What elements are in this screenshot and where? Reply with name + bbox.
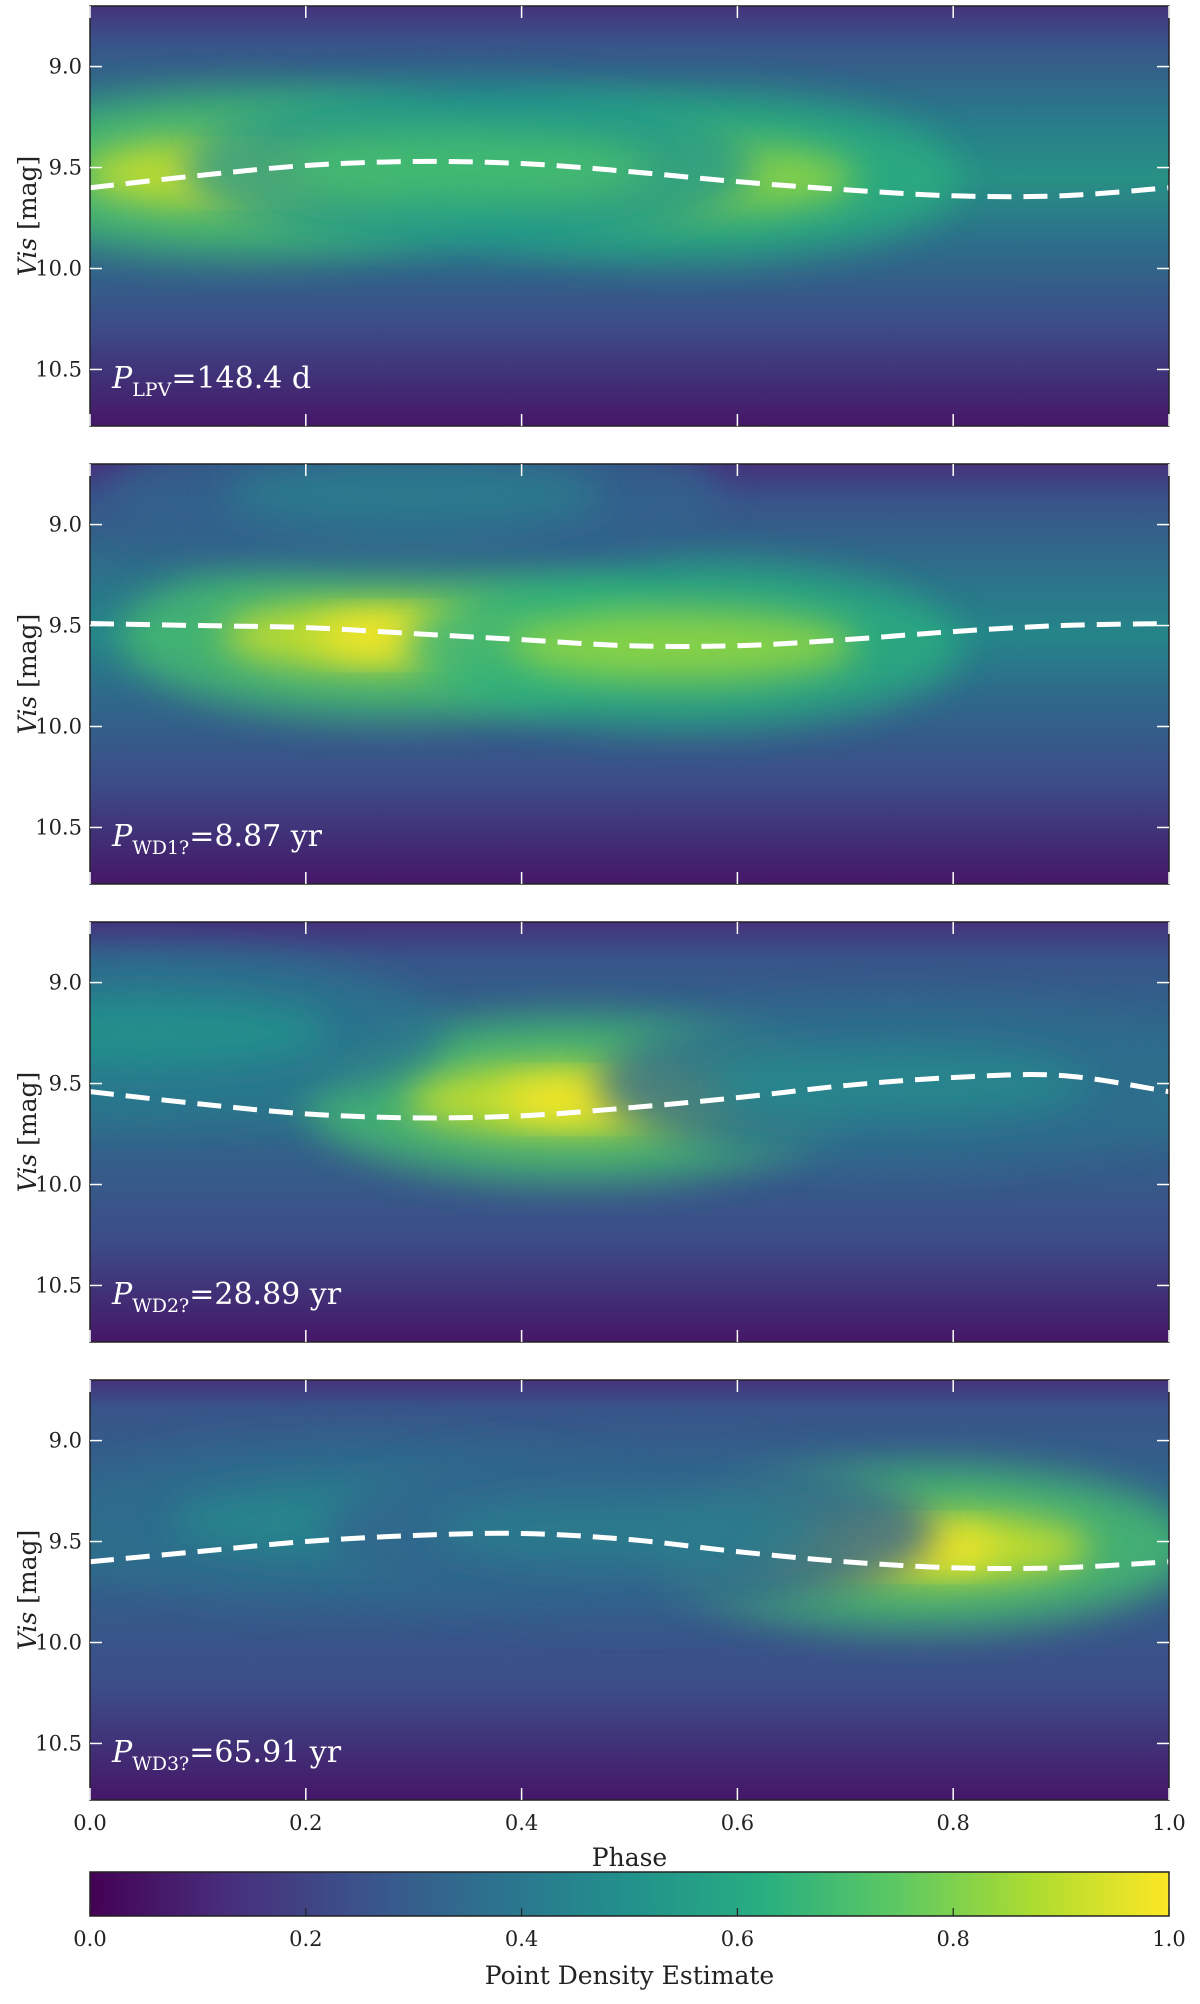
period-label: PLPV=148.4 d xyxy=(111,361,311,401)
panel-4: 9.0 9.5 10.0 10.5 Vis [mag] PWD3?=65.91 yr xyxy=(13,1379,1170,1801)
panel-frame xyxy=(89,463,1170,885)
density-map xyxy=(90,922,1169,1342)
panel-frame xyxy=(89,5,1170,427)
panel-frame xyxy=(89,1379,1170,1801)
colorbar-tick-label: 0.6 xyxy=(721,1927,754,1951)
y-tick-label: 9.0 xyxy=(49,1429,82,1453)
y-tick-label: 9.5 xyxy=(49,156,82,180)
density-peak xyxy=(287,130,648,205)
y-axis-title: Vis [mag] xyxy=(13,1072,42,1193)
fit-curve xyxy=(90,1072,1169,1121)
fit-curve xyxy=(90,158,1169,200)
x-tick-label: 0.8 xyxy=(936,1811,969,1835)
density-peak xyxy=(221,464,606,532)
colorbar-tick-label: 0.0 xyxy=(73,1927,106,1951)
y-tick-label: 10.5 xyxy=(35,357,82,381)
density-map xyxy=(90,464,1169,884)
colorbar-tick-label: 0.4 xyxy=(505,1927,538,1951)
x-tick-label: 0.6 xyxy=(721,1811,754,1835)
colorbar-title: Point Density Estimate xyxy=(485,1961,774,1990)
x-tick-label: 0.2 xyxy=(289,1811,322,1835)
colorbar-tick-label: 1.0 xyxy=(1152,1927,1185,1951)
y-tick-label: 9.0 xyxy=(49,971,82,995)
density-peak xyxy=(437,1494,822,1569)
y-tick-label: 9.5 xyxy=(49,614,82,638)
colorbar xyxy=(89,1871,1170,1917)
density-map xyxy=(90,6,1169,426)
panel-1: 9.0 9.5 10.0 10.5 Vis [mag] PLPV=148.4 d xyxy=(13,5,1170,427)
y-axis-title: Vis [mag] xyxy=(13,614,42,735)
density-peak xyxy=(709,1046,1090,1121)
colorbar-tick-label: 0.8 xyxy=(936,1927,969,1951)
fit-curve xyxy=(90,621,1169,649)
y-axis-title: Vis [mag] xyxy=(13,156,42,277)
y-tick-label: 10.0 xyxy=(35,1631,82,1655)
x-tick-label: 0.0 xyxy=(73,1811,106,1835)
x-axis-title: Phase xyxy=(592,1843,667,1872)
y-tick-label: 10.0 xyxy=(35,257,82,281)
fit-curve xyxy=(90,1530,1169,1572)
y-tick-label: 10.5 xyxy=(35,815,82,839)
panel-frame xyxy=(89,921,1170,1343)
y-tick-label: 9.0 xyxy=(49,513,82,537)
y-tick-label: 9.0 xyxy=(49,55,82,79)
y-tick-label: 9.5 xyxy=(49,1072,82,1096)
y-tick-label: 10.0 xyxy=(35,1173,82,1197)
x-tick-label: 0.4 xyxy=(505,1811,538,1835)
density-peak xyxy=(90,996,332,1070)
panel-3: 9.0 9.5 10.0 10.5 Vis [mag] PWD2?=28.89 yr xyxy=(13,921,1170,1343)
y-axis-title: Vis [mag] xyxy=(13,1530,42,1651)
period-label: PWD3?=65.91 yr xyxy=(111,1735,342,1775)
panel-2: 9.0 9.5 10.0 10.5 Vis [mag] PWD1?=8.87 yr xyxy=(13,463,1170,885)
y-tick-label: 10.0 xyxy=(35,715,82,739)
y-tick-label: 10.5 xyxy=(35,1731,82,1755)
period-label: PWD2?=28.89 yr xyxy=(111,1277,342,1317)
x-tick-label: 1.0 xyxy=(1152,1811,1185,1835)
period-label: PWD1?=8.87 yr xyxy=(111,819,323,859)
y-tick-label: 10.5 xyxy=(35,1273,82,1297)
density-map xyxy=(90,1380,1169,1800)
colorbar-tick-label: 0.2 xyxy=(289,1927,322,1951)
y-tick-label: 9.5 xyxy=(49,1530,82,1554)
